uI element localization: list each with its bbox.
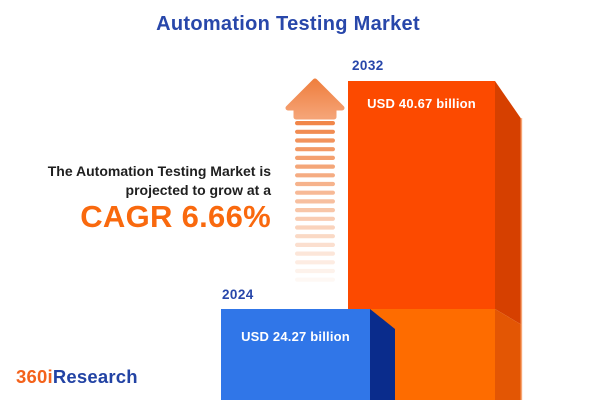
annotation-line-1: The Automation Testing Market is xyxy=(47,163,271,179)
bar-2024-year-label: 2024 xyxy=(222,287,254,302)
arrow-stripe xyxy=(295,138,335,143)
arrow-stripe xyxy=(295,121,335,126)
brand-logo-research: Research xyxy=(52,366,138,387)
arrow-stripe xyxy=(295,147,335,152)
bar-2024-value-label: USD 24.27 billion xyxy=(241,329,350,344)
growth-annotation: The Automation Testing Market is project… xyxy=(48,162,271,232)
bar-2032-value-label: USD 40.67 billion xyxy=(367,96,476,111)
page-title: Automation Testing Market xyxy=(156,13,420,35)
arrow-stripe xyxy=(295,251,335,256)
annotation-line-2: projected to grow at a xyxy=(125,182,271,198)
arrow-stripe xyxy=(295,155,335,160)
arrow-stripe xyxy=(295,268,335,274)
bar-2032-front-top xyxy=(348,81,495,309)
arrow-stripe xyxy=(295,199,335,204)
arrow-stripe xyxy=(295,242,335,247)
bar-2024-side xyxy=(370,309,395,400)
bar-2032-year-label: 2032 xyxy=(352,58,384,73)
arrow-head xyxy=(285,78,345,120)
bar-2032-side-bottom xyxy=(495,309,522,400)
bar-2024 xyxy=(221,309,395,400)
arrow-stripes xyxy=(295,121,335,282)
arrow-stripe xyxy=(295,225,335,230)
arrow-stripe xyxy=(295,260,335,265)
cagr-value: CAGR 6.66% xyxy=(80,199,271,234)
arrow-stripe xyxy=(295,234,335,239)
brand-logo: 360iResearch xyxy=(16,366,138,388)
arrow-stripe xyxy=(295,164,335,169)
arrow-stripe xyxy=(295,190,335,195)
arrow-stripe xyxy=(295,208,335,213)
brand-logo-360i: 360i xyxy=(16,366,53,387)
arrow-stripe xyxy=(295,173,335,178)
bar-2032-edge-highlight xyxy=(520,118,523,400)
bar-2024-front xyxy=(221,309,370,400)
arrow-stripe xyxy=(295,216,335,221)
arrow-stripe xyxy=(295,181,335,187)
growth-arrow-icon xyxy=(285,78,345,282)
bar-2032-side-top xyxy=(495,81,522,325)
arrow-stripe xyxy=(295,129,335,134)
arrow-stripe xyxy=(295,277,335,282)
